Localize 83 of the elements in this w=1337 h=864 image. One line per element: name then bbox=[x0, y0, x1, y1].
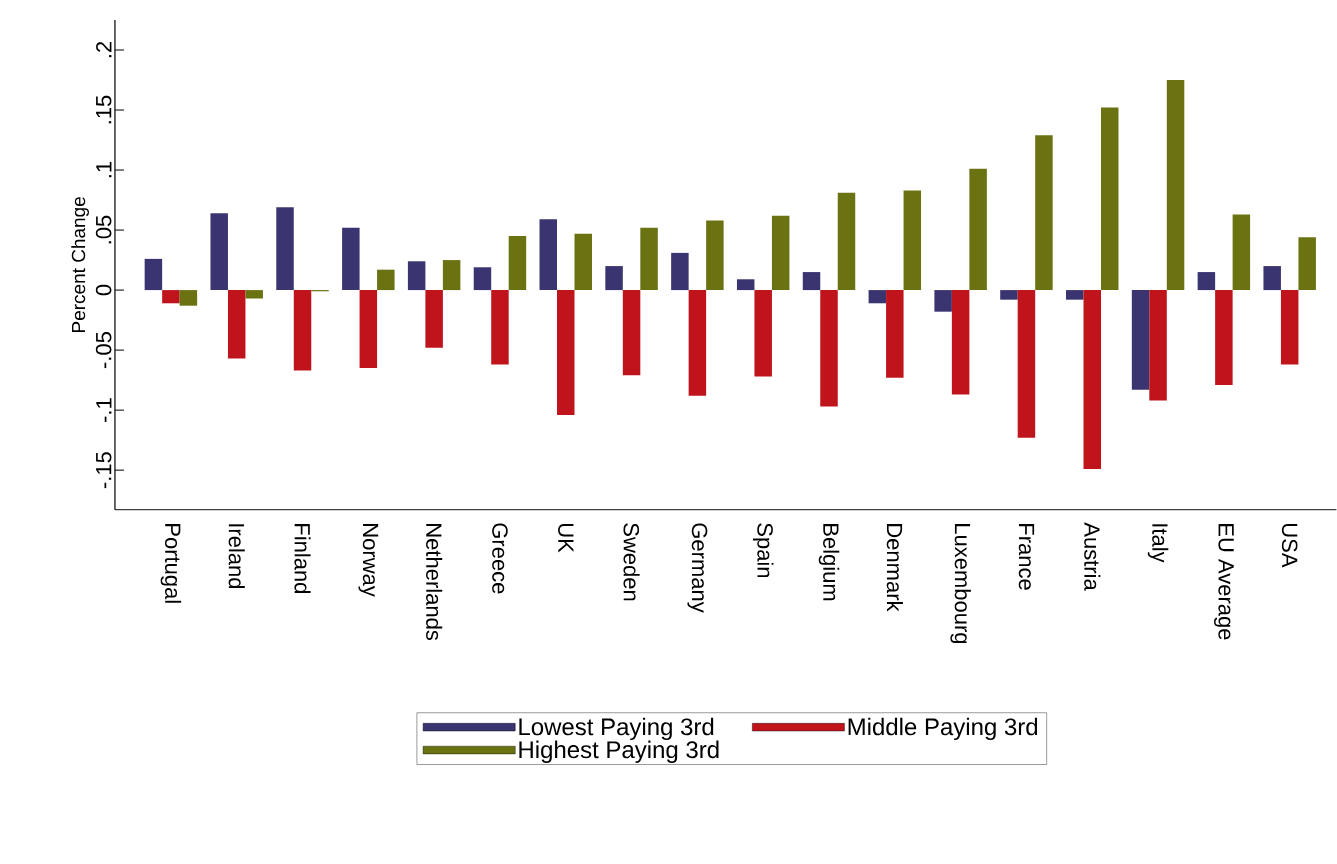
x-tick-label: Luxembourg bbox=[950, 524, 971, 644]
bar bbox=[293, 290, 312, 371]
bar bbox=[359, 290, 378, 369]
bar bbox=[377, 269, 395, 291]
bar bbox=[622, 290, 641, 376]
x-tick-label: Netherlands bbox=[426, 524, 443, 641]
bar bbox=[1000, 290, 1018, 300]
y-tick-label: -.05 bbox=[95, 332, 112, 369]
x-tick-label: Spain bbox=[752, 523, 774, 578]
y-tick-label: .15 bbox=[96, 95, 112, 124]
bar bbox=[1083, 290, 1101, 470]
bar bbox=[179, 290, 198, 306]
x-tick-label: USA bbox=[1281, 524, 1298, 568]
bar bbox=[1280, 290, 1299, 365]
bar bbox=[1215, 290, 1233, 386]
bar bbox=[820, 290, 838, 407]
bar bbox=[1232, 214, 1251, 291]
bar bbox=[640, 227, 658, 291]
bar bbox=[837, 193, 856, 291]
bar bbox=[934, 290, 952, 312]
x-tick-label: Finland bbox=[294, 524, 311, 594]
bar bbox=[951, 290, 970, 395]
bar bbox=[491, 290, 509, 365]
bar bbox=[688, 290, 707, 396]
bar bbox=[1017, 290, 1036, 438]
x-tick-label: Belgium bbox=[818, 524, 840, 601]
bar bbox=[903, 190, 922, 291]
bar bbox=[342, 227, 360, 291]
y-tick-label: 0 bbox=[95, 285, 112, 296]
y-tick-label: .2 bbox=[96, 42, 112, 58]
bar bbox=[557, 290, 575, 416]
bar bbox=[1131, 290, 1150, 390]
bar bbox=[442, 260, 461, 291]
x-tick-label: EU Average bbox=[1214, 524, 1234, 640]
x-tick-label: Greece bbox=[492, 523, 508, 594]
bar bbox=[1101, 107, 1119, 291]
x-tick-label: Denmark bbox=[886, 524, 903, 612]
bar bbox=[736, 279, 755, 291]
bar bbox=[1066, 290, 1084, 300]
bar bbox=[754, 290, 772, 377]
legend-label: Lowest Paying 3rd bbox=[519, 717, 714, 741]
bar bbox=[771, 215, 790, 291]
bar bbox=[245, 290, 263, 299]
bar bbox=[671, 253, 689, 291]
bar bbox=[144, 259, 163, 291]
bar bbox=[227, 290, 246, 359]
y-tick-label: .1 bbox=[96, 162, 112, 178]
legend-label: Highest Paying 3rd bbox=[519, 740, 719, 764]
bar bbox=[162, 290, 180, 304]
x-tick-label: Norway bbox=[358, 524, 379, 597]
y-tick-label: -.15 bbox=[96, 452, 112, 489]
bar bbox=[210, 213, 228, 291]
x-tick-label: Italy bbox=[1147, 524, 1169, 563]
x-tick-label: Ireland bbox=[228, 524, 245, 589]
bar bbox=[706, 220, 724, 291]
x-tick-label: Germany bbox=[687, 523, 708, 613]
bar bbox=[539, 219, 558, 291]
bar bbox=[1298, 237, 1316, 291]
bar bbox=[407, 261, 426, 291]
legend-label: Middle Paying 3rd bbox=[848, 717, 1038, 741]
x-tick-label: Sweden bbox=[623, 523, 640, 601]
bar bbox=[802, 272, 821, 291]
bar bbox=[473, 267, 492, 291]
x-tick-label: UK bbox=[558, 524, 574, 553]
bar bbox=[425, 290, 443, 348]
bar bbox=[605, 266, 623, 291]
x-tick-label: Portugal bbox=[160, 524, 182, 603]
bar bbox=[1166, 80, 1185, 291]
bar bbox=[508, 236, 527, 291]
bar bbox=[1263, 266, 1281, 291]
bar bbox=[276, 207, 294, 291]
x-tick-label: Austria bbox=[1084, 522, 1101, 591]
bar bbox=[1149, 290, 1167, 401]
y-tick-label: -.1 bbox=[96, 398, 112, 423]
bar bbox=[886, 290, 904, 378]
x-tick-label: France bbox=[1018, 524, 1035, 590]
bar bbox=[574, 233, 592, 291]
bar bbox=[969, 169, 987, 291]
y-axis-title: Percent Change bbox=[71, 197, 89, 333]
bar bbox=[1197, 272, 1216, 291]
y-tick-label: .05 bbox=[95, 215, 112, 244]
bar bbox=[1035, 135, 1053, 291]
bar bbox=[868, 290, 887, 304]
